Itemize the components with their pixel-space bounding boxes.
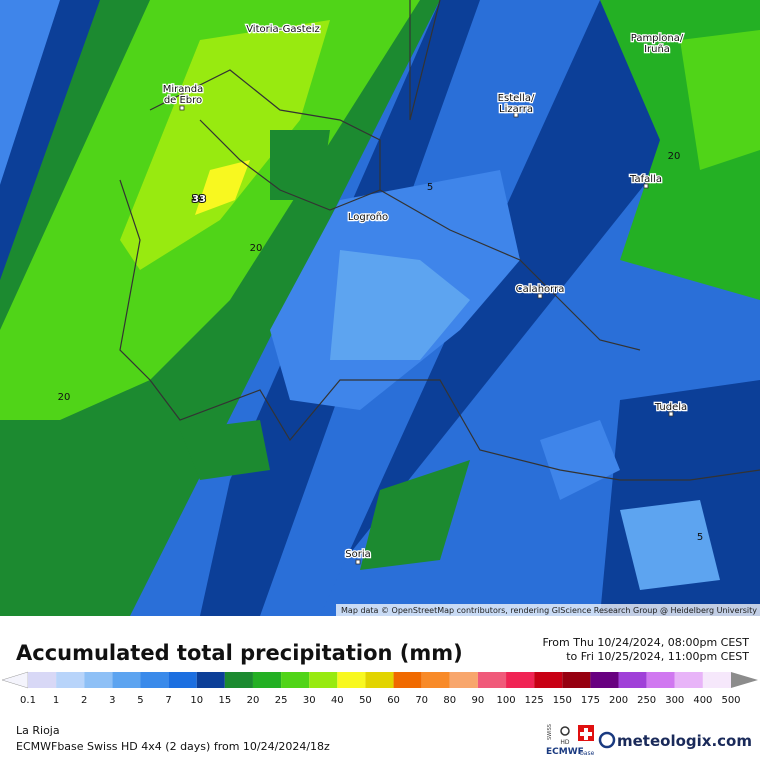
- colorbar: 0.1 1 2 3 5 7 10 15 20 25 30 40 50 60 70 80 90 100 125 150 1…: [1, 671, 758, 706]
- colorbar-label: 100: [496, 695, 515, 706]
- contour-label: 5: [697, 532, 703, 543]
- place-label: Calahorra: [516, 284, 565, 295]
- badge-base: base: [580, 750, 595, 757]
- badge-ecmwf: ECMWF: [546, 747, 584, 757]
- region: La Rioja: [16, 724, 60, 737]
- colorbar-box: [421, 672, 450, 688]
- colorbar-box: [674, 672, 703, 688]
- colorbar-label: 20: [247, 695, 260, 706]
- town-dots: [179, 105, 674, 565]
- colorbar-label: 40: [331, 695, 344, 706]
- colorbar-label: 175: [581, 695, 600, 706]
- colorbar-label: 60: [387, 695, 400, 706]
- colorbar-box: [646, 672, 675, 688]
- colorbar-box: [252, 672, 282, 688]
- place-label: Estella/: [498, 93, 535, 104]
- colorbar-box: [365, 672, 394, 688]
- colorbar-label: 125: [525, 695, 544, 706]
- place-label: Logroño: [348, 212, 388, 223]
- colorbar-label: 300: [665, 695, 684, 706]
- place-label: Iruña: [644, 44, 670, 55]
- colorbar-box: [168, 672, 197, 688]
- colorbar-box: [590, 672, 619, 688]
- colorbar-label: 15: [218, 695, 231, 706]
- colorbar-label: 80: [443, 695, 456, 706]
- colorbar-label: 400: [693, 695, 712, 706]
- colorbar-box: [449, 672, 478, 688]
- colorbar-label: 50: [359, 695, 372, 706]
- colorbar-box: [562, 672, 591, 688]
- colorbar-label: 10: [190, 695, 203, 706]
- badge-hd: HD: [560, 739, 570, 746]
- badge-swiss: SWISS: [547, 724, 553, 740]
- colorbar-box: [140, 672, 169, 688]
- place-label: Soria: [345, 549, 370, 560]
- colorbar-label: 500: [721, 695, 740, 706]
- colorbar-box: [337, 672, 366, 688]
- colorbar-label: 70: [415, 695, 428, 706]
- colorbar-arrow-high: [731, 672, 758, 688]
- place-label: Tafalla: [629, 174, 662, 185]
- colorbar-box: [281, 672, 310, 688]
- colorbar-box: [112, 672, 141, 688]
- place-label: Vitoria-Gasteiz: [246, 24, 320, 35]
- place-label: de Ebro: [164, 95, 202, 106]
- colorbar-label: 90: [472, 695, 485, 706]
- period-from: From Thu 10/24/2024, 08:00pm CEST: [542, 636, 749, 649]
- brand: meteologix.com: [617, 732, 752, 750]
- legend-title: Accumulated total precipitation (mm): [16, 641, 463, 665]
- colorbar-box: [196, 672, 225, 688]
- contour-label: 20: [250, 243, 263, 254]
- colorbar-box: [618, 672, 647, 688]
- colorbar-label: 30: [303, 695, 316, 706]
- contour-label: 20: [58, 392, 71, 403]
- colorbar-box: [506, 672, 535, 688]
- colorbar-label: 3: [109, 695, 115, 706]
- colorbar-box: [477, 672, 507, 688]
- colorbar-label: 200: [609, 695, 628, 706]
- colorbar-box: [84, 672, 113, 688]
- place-label: Pamplona/: [631, 33, 684, 44]
- place-label: Tudela: [654, 402, 687, 413]
- period-to: to Fri 10/25/2024, 11:00pm CEST: [566, 650, 749, 663]
- attribution: Map data © OpenStreetMap contributors, r…: [341, 606, 757, 615]
- colorbar-label: 2: [81, 695, 87, 706]
- colorbar-box: [309, 672, 338, 688]
- colorbar-label: 150: [553, 695, 572, 706]
- colorbar-label: 0.1: [20, 695, 36, 706]
- place-label: Lizarra: [499, 104, 533, 115]
- colorbar-label: 25: [275, 695, 288, 706]
- contour-label: 33: [192, 194, 206, 205]
- colorbar-box: [28, 672, 57, 688]
- colorbar-label: 1: [53, 695, 59, 706]
- contour-label: 5: [427, 182, 433, 193]
- colorbar-arrow-low: [1, 671, 29, 689]
- model-info: ECMWFbase Swiss HD 4x4 (2 days) from 10/…: [16, 740, 330, 753]
- colorbar-box: [56, 672, 85, 688]
- colorbar-label: 250: [637, 695, 656, 706]
- colorbar-box: [393, 672, 422, 688]
- colorbar-box: [224, 672, 253, 688]
- place-label: Miranda: [163, 84, 203, 95]
- colorbar-label: 5: [137, 695, 143, 706]
- colorbar-label: 7: [165, 695, 171, 706]
- contour-label: 20: [668, 151, 681, 162]
- colorbar-box: [534, 672, 563, 688]
- colorbar-box: [702, 672, 731, 688]
